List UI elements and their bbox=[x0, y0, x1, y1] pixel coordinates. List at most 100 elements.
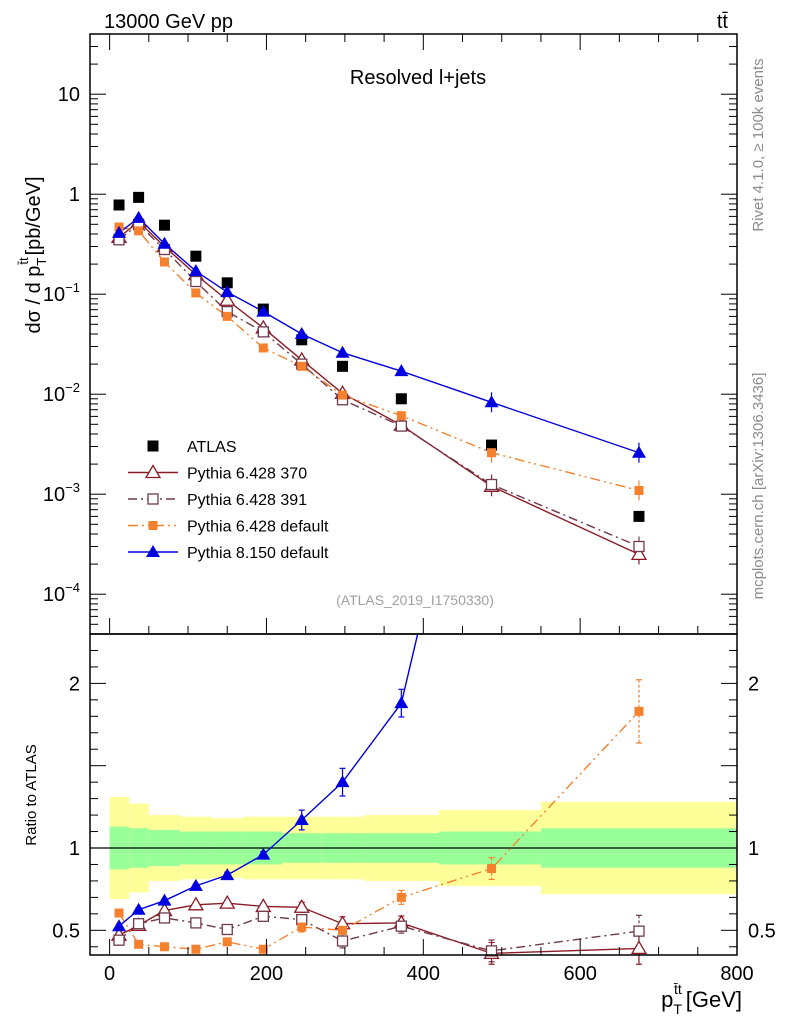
ratio-marker-pythia-8-150-default bbox=[256, 847, 271, 860]
ratio-marker-pythia-8-150-default bbox=[220, 868, 235, 881]
legend-label: Pythia 6.428 391 bbox=[187, 492, 307, 509]
y-tick-label: 10−1 bbox=[43, 280, 80, 306]
x-tick-label: 600 bbox=[563, 963, 596, 985]
main-marker-pythia-6-428-370 bbox=[219, 291, 236, 306]
main-marker-pythia-6-428-370 bbox=[630, 546, 648, 561]
legend-marker-pythia-6-428-370 bbox=[144, 464, 162, 479]
ratio-y-tick-label-right: 1 bbox=[748, 838, 759, 860]
main-marker-atlas bbox=[395, 393, 407, 405]
analysis-label: (ATLAS_2019_I1750330) bbox=[336, 592, 494, 608]
process-label: tt̄ bbox=[717, 11, 729, 33]
y-tick-label: 10−3 bbox=[43, 480, 80, 506]
ratio-y-tick-label-left: 1 bbox=[69, 838, 80, 860]
x-tick-label: 400 bbox=[407, 963, 440, 985]
axes-frames bbox=[89, 33, 738, 956]
main-marker-pythia-8-150-default bbox=[131, 210, 146, 223]
ratio-marker-pythia-6-428-default bbox=[134, 939, 144, 949]
rivet-version-label: Rivet 4.1.0, ≥ 100k events bbox=[750, 58, 767, 231]
legend-label: ATLAS bbox=[187, 439, 237, 456]
ratio-marker-pythia-6-428-370 bbox=[187, 896, 205, 911]
legend: ATLAS Pythia 6.428 370 Pythia 6.428 391 Pyt… bbox=[128, 439, 329, 562]
ratio-panel-frame bbox=[89, 633, 738, 956]
main-marker-atlas bbox=[133, 191, 145, 203]
x-axis-label-unit: [GeV] bbox=[686, 987, 742, 1012]
main-marker-pythia-8-150-default bbox=[256, 304, 271, 317]
main-marker-atlas bbox=[159, 219, 171, 231]
ratio-marker-pythia-6-428-default bbox=[487, 864, 497, 874]
ratio-marker-pythia-6-428-391 bbox=[633, 925, 645, 937]
y-axis-label-text: dσ / d p bbox=[23, 266, 45, 334]
ratio-marker-pythia-8-150-default bbox=[188, 878, 203, 891]
ratio-marker-pythia-6-428-391 bbox=[395, 920, 407, 932]
main-marker-pythia-6-428-default bbox=[297, 361, 307, 371]
data-markers bbox=[110, 191, 648, 960]
main-marker-pythia-6-428-default bbox=[487, 448, 497, 458]
main-marker-pythia-6-428-391 bbox=[485, 478, 498, 491]
legend-marker-pythia-6-428-391 bbox=[147, 493, 159, 505]
ratio-marker-pythia-6-428-391 bbox=[485, 945, 498, 957]
tick-labels: 0 200 400 600 800 10 1 10−1 10−2 10−3 10−4 0.5 0.5 1 1… bbox=[43, 84, 776, 985]
main-marker-pythia-8-150-default bbox=[484, 395, 499, 408]
x-axis-label-text: p bbox=[661, 987, 673, 1012]
ratio-marker-pythia-6-428-default bbox=[222, 937, 232, 947]
ratio-marker-pythia-8-150-default bbox=[335, 775, 350, 788]
ratio-marker-pythia-8-150-default bbox=[157, 893, 172, 906]
main-marker-pythia-6-428-391 bbox=[190, 275, 202, 288]
main-marker-pythia-6-428-391 bbox=[395, 420, 407, 432]
main-marker-pythia-8-150-default bbox=[188, 264, 203, 277]
ratio-y-tick-label-right: 0.5 bbox=[748, 920, 776, 942]
main-marker-pythia-6-428-default bbox=[134, 226, 144, 236]
x-tick-label: 200 bbox=[250, 963, 283, 985]
main-marker-pythia-6-428-391 bbox=[633, 540, 645, 553]
main-marker-atlas bbox=[221, 277, 233, 289]
legend-label: Pythia 6.428 370 bbox=[187, 466, 307, 483]
ratio-marker-pythia-8-150-default bbox=[294, 813, 309, 826]
ratio-marker-pythia-8-150-default bbox=[394, 696, 409, 709]
legend-marker-pythia-8-150-default bbox=[146, 545, 160, 557]
ratio-y-tick-label-left: 2 bbox=[69, 673, 80, 695]
ratio-marker-pythia-6-428-391 bbox=[190, 917, 202, 929]
x-axis-label-sup: t̄t bbox=[674, 981, 682, 997]
y-axis-label-ratio: Ratio to ATLAS bbox=[23, 744, 40, 845]
y-axis-label-sub: T bbox=[34, 258, 49, 266]
ratio-marker-pythia-6-428-391 bbox=[221, 923, 233, 936]
ratio-marker-pythia-6-428-391 bbox=[336, 935, 349, 947]
main-marker-pythia-6-428-default bbox=[396, 411, 406, 421]
ratio-marker-pythia-6-428-default bbox=[338, 925, 348, 935]
main-marker-atlas bbox=[113, 199, 125, 211]
plot-title: Resolved l+jets bbox=[350, 67, 486, 89]
ratio-marker-pythia-6-428-370 bbox=[293, 898, 310, 913]
ratio-marker-pythia-6-428-370 bbox=[630, 940, 648, 955]
ratio-marker-pythia-6-428-default bbox=[160, 942, 170, 952]
legend-label: Pythia 8.150 default bbox=[187, 545, 329, 562]
ratio-marker-pythia-8-150-default bbox=[131, 902, 146, 915]
y-axis-label-sup: t̄t bbox=[16, 257, 31, 265]
main-marker-atlas bbox=[337, 360, 349, 372]
legend-label: Pythia 6.428 default bbox=[187, 519, 329, 536]
ratio-marker-pythia-6-428-391 bbox=[132, 918, 145, 930]
legend-marker-pythia-6-428-default bbox=[148, 521, 158, 530]
ratio-marker-pythia-6-428-391 bbox=[158, 912, 171, 924]
main-marker-atlas bbox=[486, 439, 498, 451]
main-marker-pythia-8-150-default bbox=[294, 327, 309, 339]
ratio-y-tick-label-left: 0.5 bbox=[52, 920, 80, 942]
x-tick-label: 0 bbox=[104, 963, 115, 985]
ratio-marker-pythia-6-428-default bbox=[114, 908, 124, 918]
y-axis-label-unit: [pb/GeV] bbox=[23, 176, 45, 255]
x-axis-label: pTt̄t [GeV] bbox=[661, 981, 742, 1017]
main-marker-pythia-8-150-default bbox=[394, 364, 409, 377]
ratio-marker-pythia-8-150-default bbox=[112, 919, 127, 932]
main-marker-pythia-8-150-default bbox=[335, 345, 350, 358]
ratio-marker-pythia-6-428-default bbox=[191, 944, 201, 954]
ratio-marker-pythia-6-428-391 bbox=[257, 910, 269, 922]
main-marker-pythia-8-150-default bbox=[112, 225, 127, 238]
energy-label: 13000 GeV pp bbox=[104, 11, 233, 33]
main-marker-atlas bbox=[633, 510, 645, 522]
y-tick-label: 10−4 bbox=[43, 580, 80, 606]
main-marker-pythia-6-428-default bbox=[222, 311, 232, 321]
x-axis-label-sub: T bbox=[673, 1001, 682, 1017]
main-marker-pythia-6-428-391 bbox=[257, 326, 269, 338]
main-marker-pythia-8-150-default bbox=[631, 445, 646, 458]
mcplots-label: mcplots.cern.ch [arXiv:1306.3436] bbox=[750, 373, 767, 600]
